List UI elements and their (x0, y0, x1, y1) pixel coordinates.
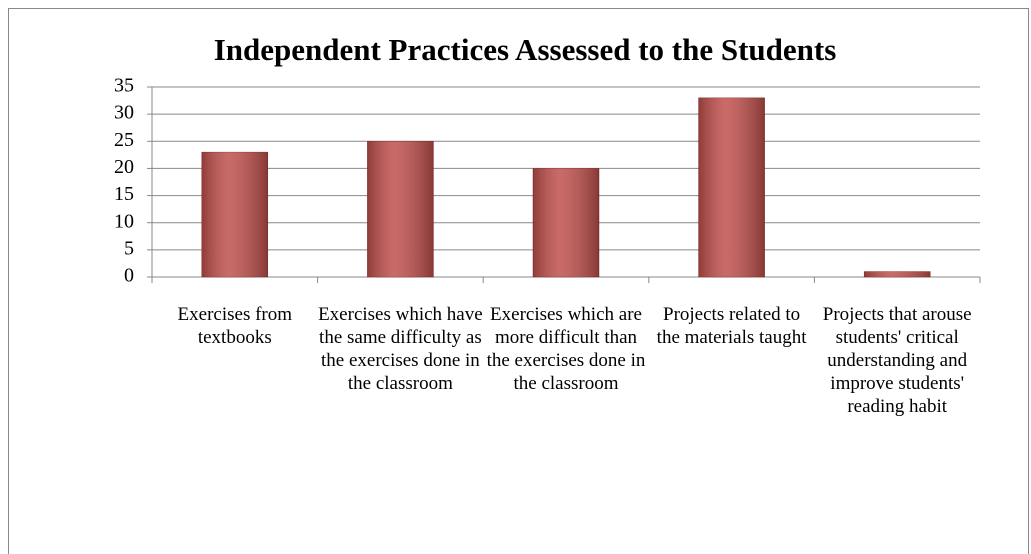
bar-shade (201, 152, 268, 277)
y-tick-label: 10 (114, 210, 134, 232)
bar-shade (698, 97, 765, 277)
y-tick-label: 0 (124, 265, 134, 287)
bar-shade (367, 141, 434, 277)
x-tick-label: Projects that arouse students' critical … (822, 304, 972, 417)
chart-border (8, 8, 1029, 554)
y-tick-label: 35 (114, 75, 134, 97)
chart-title: Independent Practices Assessed to the St… (214, 32, 837, 67)
y-tick-label: 20 (114, 156, 134, 178)
y-tick-label: 25 (114, 129, 134, 151)
x-tick-label: Exercises which are more difficult than … (486, 304, 646, 394)
x-tick-label: Projects related to the materials taught (656, 304, 807, 348)
y-tick-label: 30 (114, 102, 134, 124)
y-tick-label: 15 (114, 183, 134, 205)
bar-shade (864, 271, 931, 277)
x-tick-label: Exercises from textbooks (177, 304, 293, 348)
bar-shade (533, 168, 599, 277)
x-tick-label: Exercises which have the same difficulty… (318, 304, 483, 394)
y-tick-label: 5 (124, 237, 134, 259)
